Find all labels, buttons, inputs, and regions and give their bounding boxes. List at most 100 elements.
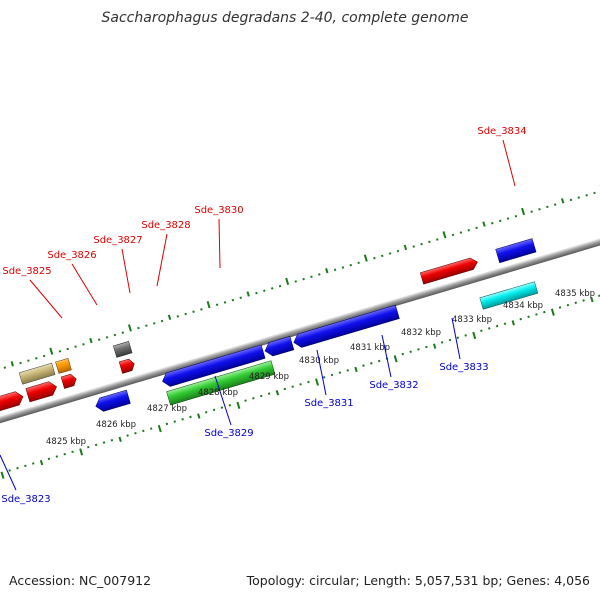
gene-label-sde3827[interactable]: Sde_3827 <box>93 235 142 246</box>
tick-mark <box>160 319 164 323</box>
gene-right-cyan[interactable] <box>479 281 539 310</box>
kbp-label: 4835 kbp <box>555 289 595 299</box>
tick-mark <box>393 355 398 363</box>
tick-mark <box>239 296 242 299</box>
gene-label-sde3826[interactable]: Sde_3826 <box>47 250 96 261</box>
tick-mark <box>299 383 302 386</box>
tick-mark <box>260 394 263 398</box>
tick-mark <box>127 324 132 332</box>
tick-mark <box>134 431 137 435</box>
gene-sde3831-blue[interactable] <box>160 344 266 388</box>
gene-label-sde3829[interactable]: Sde_3829 <box>204 428 253 439</box>
leader-line-sde3833 <box>451 317 461 360</box>
tick-mark <box>498 219 502 223</box>
gene-small-red[interactable] <box>60 373 78 389</box>
tick-mark <box>546 205 549 209</box>
tick-mark <box>121 331 125 334</box>
tick-mark <box>236 401 241 409</box>
tick-mark <box>19 361 22 365</box>
gene-sde3828[interactable] <box>25 380 59 403</box>
tick-mark <box>325 268 329 274</box>
tick-mark <box>231 298 235 302</box>
tick-mark <box>377 359 381 363</box>
tick-mark <box>425 345 428 349</box>
tick-mark <box>102 441 106 444</box>
tick-mark <box>396 249 400 253</box>
tick-mark <box>252 397 255 400</box>
tick-mark <box>519 317 522 321</box>
leader-line-sde3831 <box>316 349 327 396</box>
tick-mark <box>464 334 467 337</box>
gene-label-sde3834[interactable]: Sde_3834 <box>477 126 526 137</box>
gene-label-sde3825[interactable]: Sde_3825 <box>2 266 51 277</box>
gene-label-sde3832[interactable]: Sde_3832 <box>369 380 418 391</box>
lower-tick-row <box>0 294 600 479</box>
tick-mark <box>349 263 353 267</box>
leader-line-sde3823 <box>0 454 17 491</box>
gene-label-sde3833[interactable]: Sde_3833 <box>439 362 488 373</box>
leader-line-sde3828 <box>156 233 168 287</box>
gene-sde3831[interactable] <box>166 360 276 406</box>
leader-line-sde3829 <box>214 375 232 426</box>
tick-mark <box>228 404 232 407</box>
tick-mark <box>409 350 412 353</box>
genome-track <box>0 154 600 503</box>
kbp-label: 4826 kbp <box>96 420 136 430</box>
tick-mark <box>448 338 452 342</box>
gene-sde3833[interactable] <box>292 304 400 349</box>
gene-sde3829[interactable] <box>94 389 131 413</box>
tick-mark <box>401 352 405 356</box>
tick-mark <box>3 366 7 369</box>
tick-mark <box>322 376 326 379</box>
tick-mark <box>475 226 478 230</box>
tick-mark <box>315 378 319 386</box>
gene-label-sde3831[interactable]: Sde_3831 <box>304 398 353 409</box>
tick-mark <box>0 471 5 479</box>
gene-label-sde3830[interactable]: Sde_3830 <box>194 205 243 216</box>
tick-mark <box>451 233 455 237</box>
tick-mark <box>24 464 27 468</box>
gene-sde3830[interactable] <box>113 341 133 358</box>
tick-mark <box>412 245 415 248</box>
tick-mark <box>530 210 533 213</box>
tick-mark <box>263 289 266 293</box>
tick-mark <box>82 343 85 346</box>
gene-sde3830-red[interactable] <box>118 358 136 374</box>
tick-mark <box>291 385 294 388</box>
tick-mark <box>47 457 51 461</box>
kbp-label: 4828 kbp <box>198 388 238 398</box>
tick-mark <box>310 275 313 279</box>
tick-mark <box>566 303 570 307</box>
gene-orange[interactable] <box>55 357 72 374</box>
tick-mark <box>495 324 499 328</box>
leader-line-sde3827 <box>121 248 131 294</box>
tick-mark <box>79 448 84 456</box>
tick-mark <box>585 194 588 197</box>
tick-mark <box>66 347 69 351</box>
tick-mark <box>357 261 360 265</box>
tick-mark <box>577 196 581 199</box>
reverse-strand-genes <box>94 281 539 413</box>
tick-mark <box>189 415 192 419</box>
gene-right-blue-upper[interactable] <box>495 238 537 264</box>
map-title: Saccharophagus degradans 2-40, complete … <box>102 10 469 26</box>
tick-mark <box>550 308 555 316</box>
tick-mark <box>503 322 507 326</box>
gene-sde3834[interactable] <box>419 256 479 285</box>
tick-mark <box>204 411 208 414</box>
tick-mark <box>294 280 297 283</box>
gene-sde3832[interactable] <box>263 336 295 357</box>
tick-mark <box>558 306 562 309</box>
tick-mark <box>184 312 187 316</box>
gene-label-sde3828[interactable]: Sde_3828 <box>141 220 190 231</box>
tick-mark <box>482 221 486 227</box>
tick-mark <box>142 429 145 433</box>
gene-sde3827[interactable] <box>0 390 25 412</box>
tick-mark <box>362 364 365 367</box>
tick-mark <box>442 231 447 239</box>
tick-mark <box>94 443 98 447</box>
tick-mark <box>488 327 491 330</box>
gene-label-sde3823[interactable]: Sde_3823 <box>1 494 50 505</box>
gene-khaki[interactable] <box>18 362 56 385</box>
